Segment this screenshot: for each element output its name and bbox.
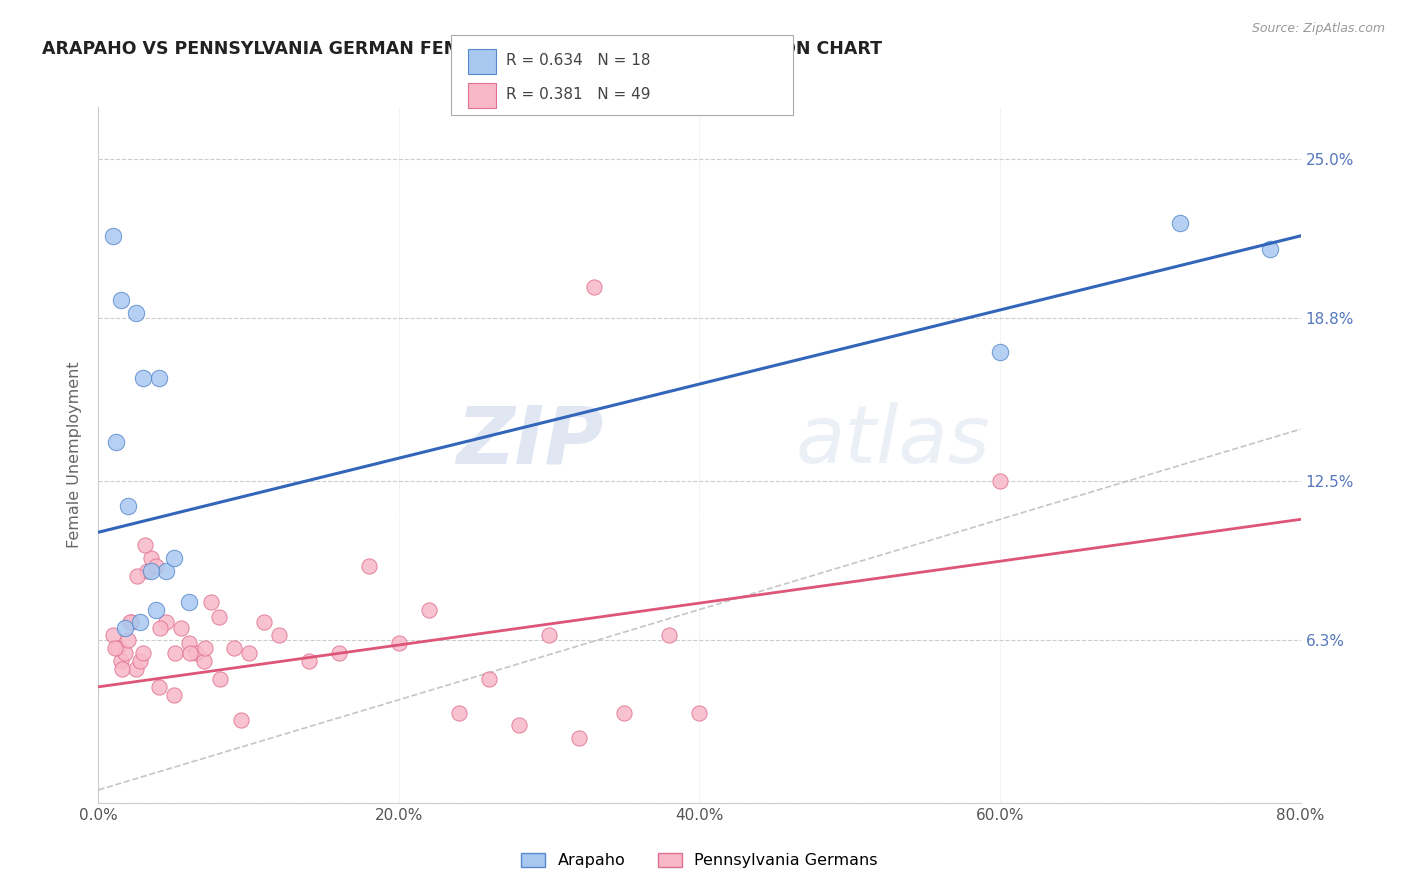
Point: [328, 646, 350, 660]
Text: Source: ZipAtlas.com: Source: ZipAtlas.com: [1251, 22, 1385, 36]
Point: [165, 646, 187, 660]
Point: [177, 636, 200, 650]
Point: [209, 672, 232, 686]
Point: [103, 228, 125, 243]
Point: [118, 615, 141, 630]
Point: [208, 610, 231, 624]
Point: [125, 306, 148, 320]
Point: [135, 564, 157, 578]
Text: ARAPAHO VS PENNSYLVANIA GERMAN FEMALE UNEMPLOYMENT CORRELATION CHART: ARAPAHO VS PENNSYLVANIA GERMAN FEMALE UN…: [42, 40, 882, 58]
Point: [155, 564, 177, 578]
Point: [105, 435, 128, 450]
Point: [148, 370, 170, 384]
Point: [1260, 242, 1282, 256]
Text: ZIP: ZIP: [456, 402, 603, 480]
Point: [179, 646, 201, 660]
Point: [139, 564, 162, 578]
Point: [583, 280, 606, 294]
Text: atlas: atlas: [796, 402, 990, 480]
Legend: Arapaho, Pennsylvania Germans: Arapaho, Pennsylvania Germans: [515, 847, 884, 875]
Point: [107, 641, 129, 656]
Point: [162, 688, 184, 702]
Point: [103, 628, 125, 642]
Point: [478, 672, 501, 686]
Point: [162, 551, 184, 566]
Point: [129, 615, 152, 630]
Point: [114, 621, 136, 635]
Point: [117, 633, 139, 648]
Point: [114, 646, 136, 660]
Point: [193, 654, 215, 668]
Point: [110, 654, 132, 668]
Point: [689, 706, 711, 720]
Text: R = 0.634   N = 18: R = 0.634 N = 18: [506, 54, 651, 69]
Y-axis label: Female Unemployment: Female Unemployment: [67, 361, 83, 549]
Point: [298, 654, 321, 668]
Point: [988, 344, 1011, 359]
Point: [104, 641, 127, 656]
Text: R = 0.381   N = 49: R = 0.381 N = 49: [506, 87, 651, 102]
Point: [155, 615, 177, 630]
Point: [658, 628, 681, 642]
Point: [508, 718, 530, 732]
Point: [1170, 216, 1192, 230]
Point: [177, 595, 200, 609]
Point: [110, 293, 132, 308]
Point: [139, 551, 162, 566]
Point: [132, 646, 155, 660]
Point: [127, 569, 149, 583]
Point: [148, 680, 170, 694]
Point: [125, 662, 148, 676]
Point: [200, 595, 222, 609]
Point: [129, 654, 152, 668]
Point: [357, 558, 380, 573]
Point: [267, 628, 290, 642]
Point: [568, 731, 591, 746]
Point: [231, 714, 253, 728]
Point: [418, 602, 440, 616]
Point: [253, 615, 276, 630]
Point: [222, 641, 245, 656]
Point: [447, 706, 470, 720]
Point: [194, 641, 217, 656]
Point: [238, 646, 260, 660]
Point: [121, 615, 143, 630]
Point: [538, 628, 561, 642]
Point: [117, 500, 139, 514]
Point: [111, 662, 134, 676]
Point: [145, 558, 167, 573]
Point: [988, 474, 1011, 488]
Point: [613, 706, 636, 720]
Point: [145, 602, 167, 616]
Point: [149, 621, 172, 635]
Point: [134, 538, 156, 552]
Point: [184, 646, 207, 660]
Point: [388, 636, 411, 650]
Point: [132, 370, 155, 384]
Point: [170, 621, 193, 635]
